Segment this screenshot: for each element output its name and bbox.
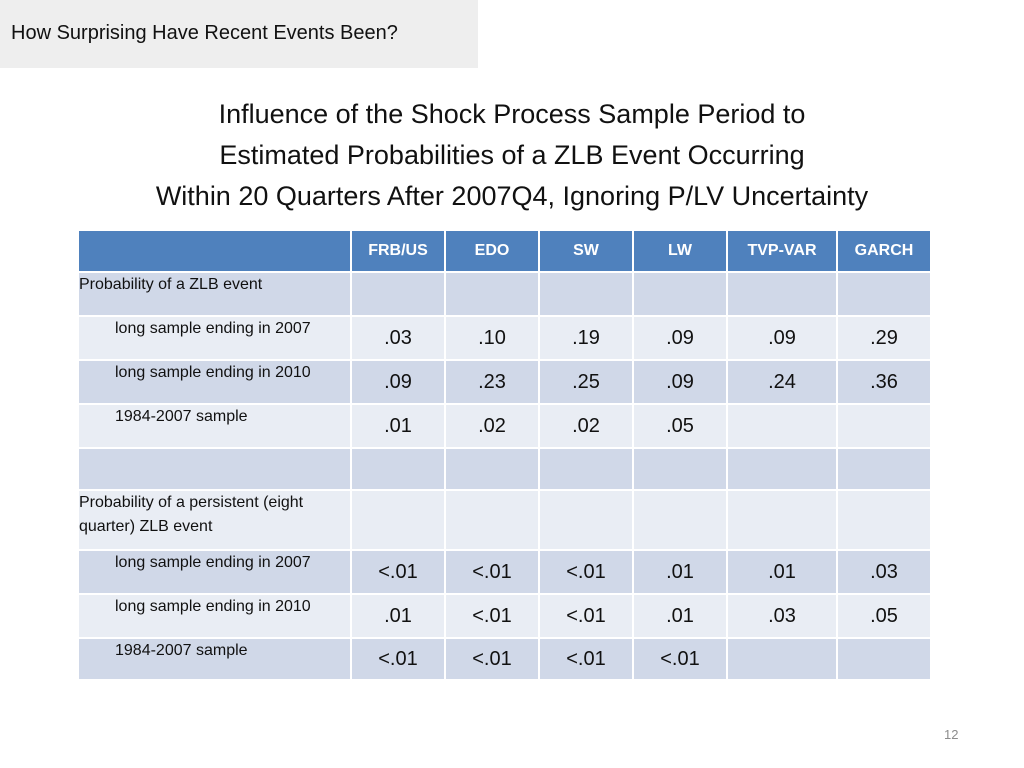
table-cell: .01 <box>350 593 446 639</box>
table-row: long sample ending in 2010 .09 .23 .25 .… <box>77 359 932 405</box>
table-cell: <.01 <box>350 637 446 681</box>
table-cell <box>632 489 728 551</box>
table-cell: .29 <box>836 315 932 361</box>
row-label: Probability of a persistent (eight quart… <box>77 489 352 551</box>
table-row <box>77 447 932 491</box>
table-row: long sample ending in 2010 .01 <.01 <.01… <box>77 593 932 639</box>
table-cell: .02 <box>444 403 540 449</box>
row-label: long sample ending in 2007 <box>77 315 352 361</box>
table-cell <box>350 489 446 551</box>
table-row: long sample ending in 2007 <.01 <.01 <.0… <box>77 549 932 595</box>
table-cell: .25 <box>538 359 634 405</box>
row-label: long sample ending in 2007 <box>77 549 352 595</box>
row-label: Probability of a ZLB event <box>77 271 352 317</box>
header-cell-tvp-var: TVP-VAR <box>726 229 838 273</box>
table-cell: .05 <box>632 403 728 449</box>
table-cell: .36 <box>836 359 932 405</box>
table-row: 1984-2007 sample .01 .02 .02 .05 <box>77 403 932 449</box>
table-cell <box>836 447 932 491</box>
table-cell: .03 <box>836 549 932 595</box>
table-cell: .01 <box>632 593 728 639</box>
table-cell: .01 <box>632 549 728 595</box>
table-row: long sample ending in 2007 .03 .10 .19 .… <box>77 315 932 361</box>
table-cell: <.01 <box>538 593 634 639</box>
row-label <box>77 447 352 491</box>
table-cell: <.01 <box>632 637 728 681</box>
table-cell <box>350 447 446 491</box>
slide-title-line-1: Influence of the Shock Process Sample Pe… <box>218 99 806 129</box>
section-label: How Surprising Have Recent Events Been? <box>11 22 398 44</box>
header-cell-garch: GARCH <box>836 229 932 273</box>
table-header-row: FRB/US EDO SW LW TVP-VAR GARCH <box>77 229 932 273</box>
table-cell: .10 <box>444 315 540 361</box>
row-label: 1984-2007 sample <box>77 403 352 449</box>
table-cell <box>632 271 728 317</box>
table-cell <box>836 403 932 449</box>
table-cell: .09 <box>726 315 838 361</box>
table-cell <box>726 489 838 551</box>
header-cell-corner <box>77 229 352 273</box>
table-cell: .05 <box>836 593 932 639</box>
slide-number: 12 <box>944 727 959 742</box>
row-label: long sample ending in 2010 <box>77 359 352 405</box>
table-cell <box>726 271 838 317</box>
table-cell <box>726 447 838 491</box>
probability-table: FRB/US EDO SW LW TVP-VAR GARCH Probabili… <box>77 229 932 681</box>
table-cell: .23 <box>444 359 540 405</box>
header-cell-edo: EDO <box>444 229 540 273</box>
table-cell: .03 <box>350 315 446 361</box>
table-cell <box>632 447 728 491</box>
table-cell: <.01 <box>444 549 540 595</box>
table-cell <box>538 489 634 551</box>
row-label: long sample ending in 2010 <box>77 593 352 639</box>
table-cell: .09 <box>632 359 728 405</box>
table-cell: .24 <box>726 359 838 405</box>
table-cell <box>836 271 932 317</box>
slide-title-line-3: Within 20 Quarters After 2007Q4, Ignorin… <box>155 181 869 211</box>
table-cell: .03 <box>726 593 838 639</box>
table-cell: <.01 <box>538 549 634 595</box>
table-cell <box>836 489 932 551</box>
table-cell <box>444 271 540 317</box>
table-cell <box>538 271 634 317</box>
table-cell: <.01 <box>350 549 446 595</box>
table-cell: <.01 <box>538 637 634 681</box>
table-row: 1984-2007 sample <.01 <.01 <.01 <.01 <box>77 637 932 681</box>
slide-title: Influence of the Shock Process Sample Pe… <box>0 94 1024 217</box>
table-cell: <.01 <box>444 593 540 639</box>
table-cell <box>726 403 838 449</box>
table-row: Probability of a persistent (eight quart… <box>77 489 932 551</box>
table-row: Probability of a ZLB event <box>77 271 932 317</box>
table-cell: .01 <box>350 403 446 449</box>
row-label: 1984-2007 sample <box>77 637 352 681</box>
table-cell: .01 <box>726 549 838 595</box>
table-cell <box>444 447 540 491</box>
header-cell-frbus: FRB/US <box>350 229 446 273</box>
table-cell: <.01 <box>444 637 540 681</box>
table-cell <box>350 271 446 317</box>
section-header-box: How Surprising Have Recent Events Been? <box>0 0 478 68</box>
slide-title-line-2: Estimated Probabilities of a ZLB Event O… <box>219 140 805 170</box>
table-cell: .09 <box>632 315 728 361</box>
table-cell <box>538 447 634 491</box>
header-cell-lw: LW <box>632 229 728 273</box>
table-cell: .02 <box>538 403 634 449</box>
table-cell <box>726 637 838 681</box>
table-cell <box>836 637 932 681</box>
table-cell: .19 <box>538 315 634 361</box>
table-cell: .09 <box>350 359 446 405</box>
table-cell <box>444 489 540 551</box>
header-cell-sw: SW <box>538 229 634 273</box>
